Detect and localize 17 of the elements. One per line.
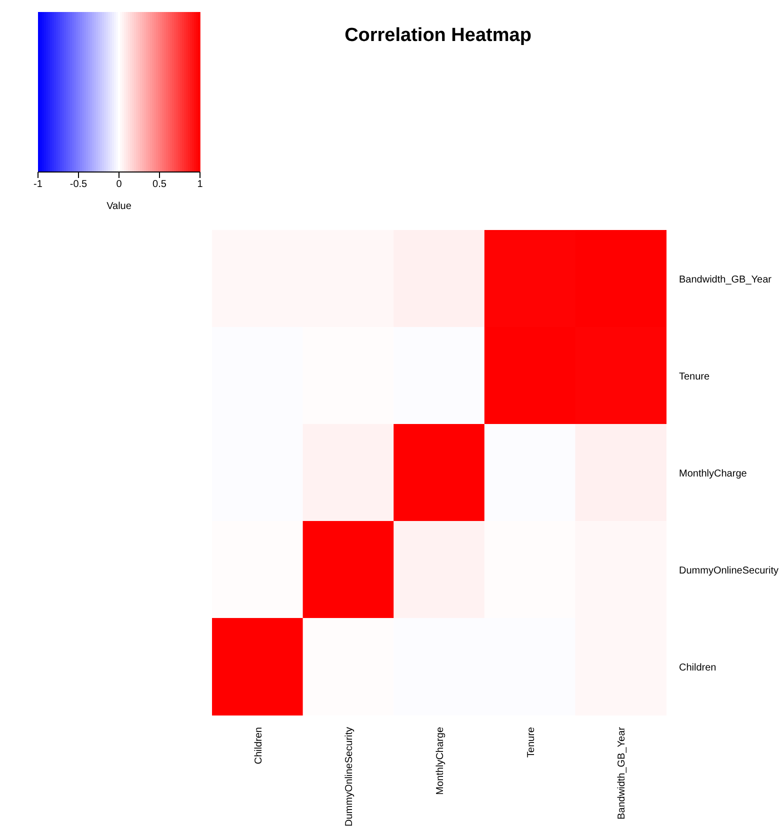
x-tick-label: MonthlyCharge — [435, 726, 446, 795]
color-bar-label: -1 — [34, 179, 43, 190]
color-bar-title: Value — [106, 201, 132, 212]
color-bar-label: 0.5 — [152, 179, 167, 190]
y-tick-label: MonthlyCharge — [679, 468, 748, 480]
x-tick-label: DummyOnlineSecurity — [344, 727, 356, 826]
color-bar-label: 0 — [116, 179, 122, 190]
color-bar-label: -0.5 — [70, 179, 88, 190]
chart-title: Correlation Heatmap — [344, 25, 532, 46]
x-tick-label: Children — [253, 727, 264, 764]
y-tick-label: Tenure — [679, 372, 710, 382]
x-tick-label: Tenure — [526, 726, 537, 758]
y-tick-label: Children — [679, 662, 716, 674]
color-bar-label: 1 — [197, 179, 204, 190]
y-tick-label: Bandwidth_GB_Year — [679, 274, 772, 286]
y-tick-label: DummyOnlineSecurity — [679, 566, 778, 576]
x-tick-label: Bandwidth_GB_Year — [616, 726, 628, 820]
